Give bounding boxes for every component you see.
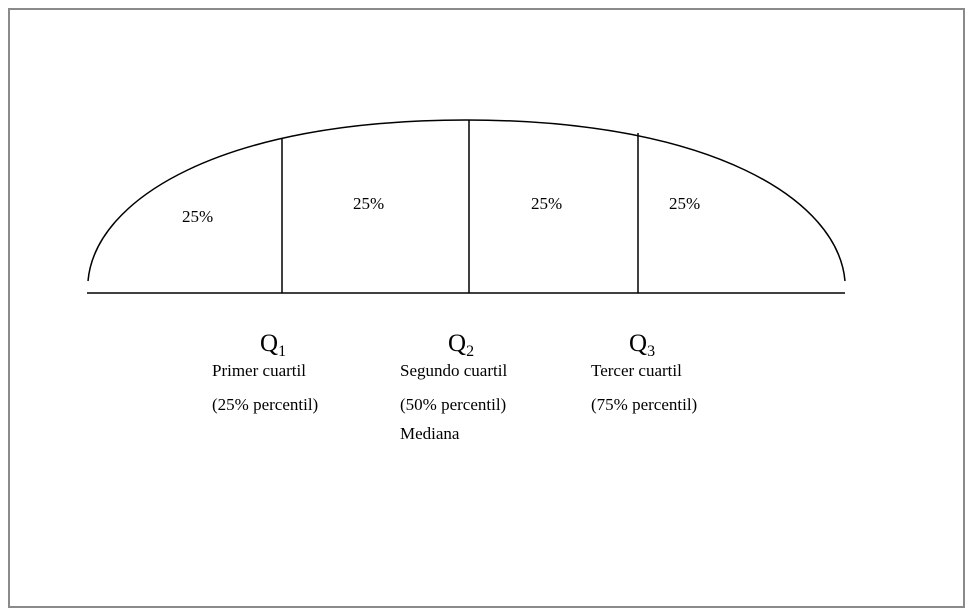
quartile-diagram: 25% 25% 25% 25% Q1 Primer cuartil (25% p… <box>87 119 846 443</box>
q3-symbol: Q3 <box>629 330 655 360</box>
distribution-curve <box>87 119 846 282</box>
q1-description-line-1: Primer cuartil <box>212 361 306 380</box>
q1-group: Q1 Primer cuartil (25% percentil) <box>212 330 318 414</box>
q3-description-line-1: Tercer cuartil <box>591 361 682 380</box>
q2-description-line-3: Mediana <box>400 424 460 443</box>
diagram-frame <box>8 8 965 608</box>
segment-1-label: 25% <box>182 207 213 226</box>
q2-description-line-1: Segundo cuartil <box>400 361 507 380</box>
q2-symbol: Q2 <box>448 330 474 360</box>
q2-group: Q2 Segundo cuartil (50% percentil) Media… <box>400 330 507 443</box>
q1-description-line-2: (25% percentil) <box>212 395 318 414</box>
q2-description-line-2: (50% percentil) <box>400 395 506 414</box>
segment-3-label: 25% <box>531 194 562 213</box>
q3-description-line-2: (75% percentil) <box>591 395 697 414</box>
q3-group: Q3 Tercer cuartil (75% percentil) <box>591 330 697 414</box>
segment-4-label: 25% <box>669 194 700 213</box>
q1-symbol: Q1 <box>260 330 286 360</box>
segment-2-label: 25% <box>353 194 384 213</box>
